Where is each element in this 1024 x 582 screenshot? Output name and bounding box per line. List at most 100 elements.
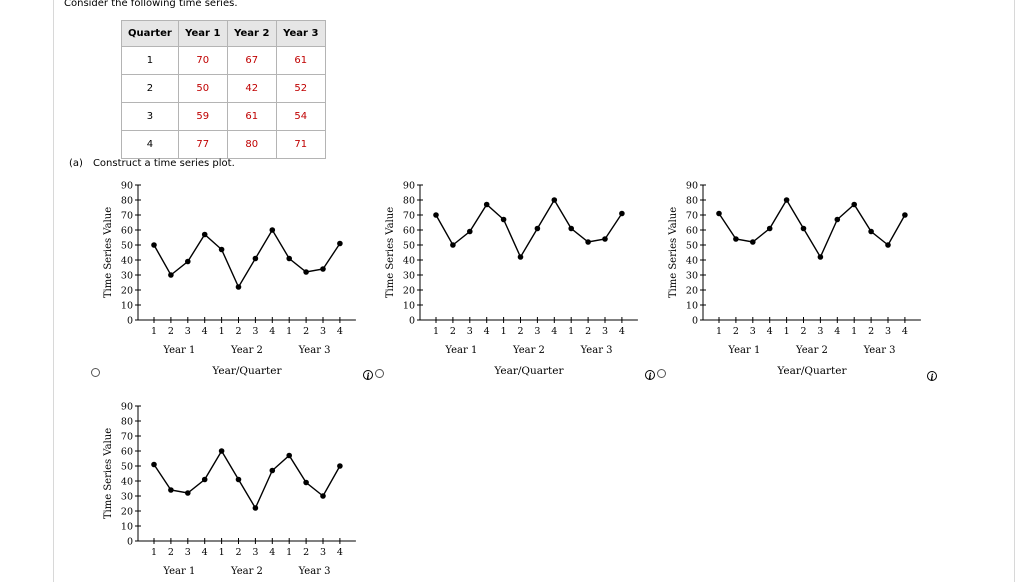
table-cell: 80	[226, 130, 277, 159]
x-tick-label: 2	[235, 547, 241, 558]
data-point	[483, 201, 490, 208]
x-tick-label: 3	[252, 547, 258, 558]
data-point	[433, 212, 439, 218]
x-tick-label: 3	[252, 326, 258, 337]
y-tick-label: 50	[686, 241, 698, 252]
data-point	[800, 225, 807, 232]
option-2-info-icon[interactable]: i	[645, 370, 655, 381]
table-cell: 1	[121, 46, 179, 75]
data-point	[551, 197, 558, 203]
data-point	[201, 476, 208, 483]
x-tick-label: 3	[602, 326, 608, 337]
data-point	[337, 463, 343, 469]
x-tick-label: 3	[750, 326, 756, 337]
table-cell: 2	[121, 74, 179, 103]
x-tick-label: 2	[517, 326, 523, 337]
data-point	[585, 239, 591, 245]
x-tick-label: 1	[286, 326, 292, 337]
table-header-year-1: Year 1	[177, 20, 228, 47]
x-group-label: Year 1	[162, 566, 195, 577]
y-tick-label: 0	[127, 537, 133, 548]
data-point	[252, 255, 259, 262]
option-1-radio[interactable]	[91, 368, 100, 377]
table-cell: 61	[226, 102, 277, 131]
time-series-table: Quarter Year 1 Year 2 Year 3 1 70 67 61 …	[121, 20, 326, 159]
y-tick-label: 60	[121, 226, 133, 237]
x-group-label: Year 1	[444, 345, 477, 356]
x-group-label: Year 3	[863, 345, 896, 356]
data-point	[235, 476, 242, 483]
x-tick-label: 2	[450, 326, 456, 337]
data-point	[500, 216, 507, 223]
x-tick-label: 4	[902, 326, 908, 337]
data-point	[168, 272, 174, 278]
data-point	[218, 246, 225, 253]
x-tick-label: 3	[885, 326, 891, 337]
data-point	[534, 225, 541, 232]
y-tick-label: 30	[403, 271, 415, 282]
data-point	[602, 236, 608, 242]
x-tick-label: 2	[235, 326, 241, 337]
data-point	[235, 284, 242, 290]
y-tick-label: 50	[121, 462, 133, 473]
series-line	[153, 449, 341, 510]
y-tick-label: 40	[121, 256, 133, 267]
y-tick-label: 70	[403, 211, 415, 222]
option-2-radio[interactable]	[375, 369, 384, 378]
series-line	[153, 228, 341, 289]
x-tick-label: 2	[168, 547, 174, 558]
table-header-year-3: Year 3	[275, 20, 326, 47]
table-header-row: Quarter Year 1 Year 2 Year 3	[121, 20, 326, 47]
x-group-label: Year 2	[512, 345, 545, 356]
y-tick-label: 10	[121, 522, 133, 533]
data-point	[286, 452, 292, 459]
x-axis-label: Year/Quarter	[211, 365, 282, 377]
table-cell: 67	[226, 46, 277, 75]
option-1-info-icon[interactable]: i	[363, 370, 373, 381]
option-3-radio[interactable]	[657, 369, 666, 378]
table-cell: 59	[177, 102, 228, 131]
y-tick-label: 30	[686, 271, 698, 282]
x-axis-label: Year/Quarter	[493, 365, 564, 377]
series-line	[718, 198, 906, 259]
data-point	[201, 231, 208, 238]
data-point	[185, 490, 191, 496]
y-tick-label: 30	[121, 271, 133, 282]
x-tick-label: 2	[303, 547, 309, 558]
x-tick-label: 4	[202, 547, 208, 558]
table-cell: 71	[275, 130, 326, 159]
x-group-label: Year 1	[162, 345, 195, 356]
y-tick-label: 40	[686, 256, 698, 267]
x-tick-label: 1	[784, 326, 790, 337]
series-line	[435, 198, 623, 259]
x-tick-label: 1	[716, 326, 722, 337]
x-tick-label: 3	[185, 547, 191, 558]
x-tick-label: 3	[320, 326, 326, 337]
data-point	[750, 239, 756, 245]
y-tick-label: 20	[121, 286, 133, 297]
y-tick-label: 20	[121, 507, 133, 518]
y-tick-label: 80	[121, 196, 133, 207]
part-a-label: (a)	[69, 158, 83, 169]
data-point	[902, 212, 908, 218]
y-tick-label: 40	[403, 256, 415, 267]
data-point	[151, 461, 157, 468]
table-cell: 4	[121, 130, 179, 159]
x-tick-label: 3	[817, 326, 823, 337]
y-tick-label: 90	[121, 181, 133, 192]
x-tick-label: 1	[433, 326, 439, 337]
x-group-label: Year 2	[230, 566, 263, 577]
x-tick-label: 2	[733, 326, 739, 337]
data-point	[733, 236, 739, 242]
data-point	[783, 197, 790, 203]
x-tick-label: 1	[286, 547, 292, 558]
x-tick-label: 4	[551, 326, 557, 337]
table-cell: 70	[177, 46, 228, 75]
data-point	[517, 254, 524, 260]
y-tick-label: 0	[409, 316, 415, 327]
table-header-quarter: Quarter	[121, 20, 179, 47]
y-tick-label: 50	[121, 241, 133, 252]
option-3-info-icon[interactable]: i	[927, 371, 937, 382]
